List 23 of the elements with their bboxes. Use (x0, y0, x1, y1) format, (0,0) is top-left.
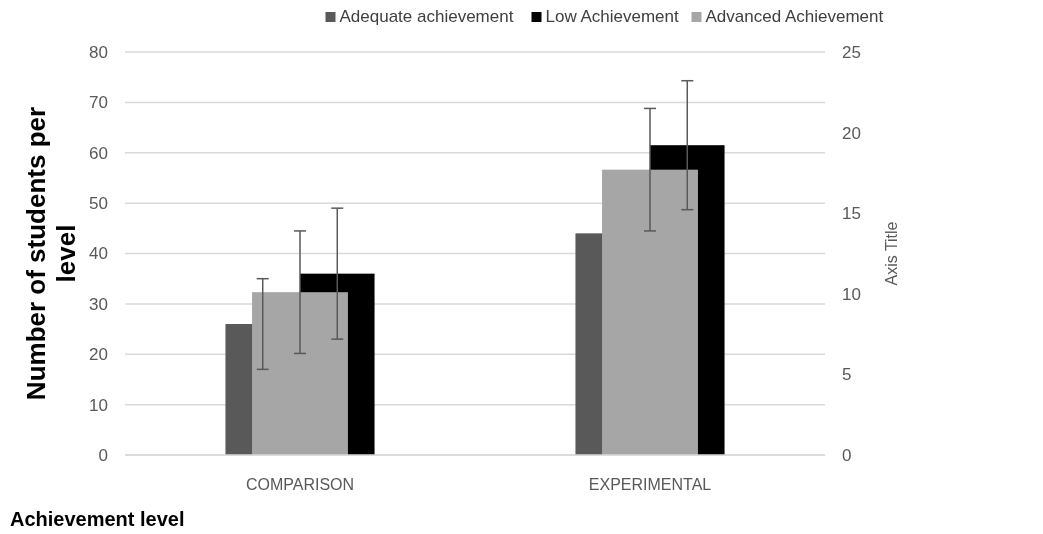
y2-tick-label: 20 (842, 123, 861, 143)
y2-tick-label: 0 (842, 445, 852, 465)
x-tick-label: EXPERIMENTAL (588, 476, 712, 493)
y2-tick-label: 15 (842, 204, 861, 224)
y-tick-label: 40 (89, 244, 108, 264)
y-tick-label: 30 (89, 294, 108, 314)
y-tick-label: 20 (89, 345, 108, 365)
x-axis-title: Achievement level (10, 508, 185, 530)
y-tick-label: 60 (89, 143, 108, 163)
y2-tick-label: 5 (842, 365, 852, 385)
y2-tick-label: 10 (842, 284, 861, 304)
y-tick-label: 80 (89, 42, 108, 62)
y2-axis-title: Axis Title (883, 221, 900, 286)
legend-label: Adequate achievement (339, 7, 514, 26)
y-tick-label: 0 (98, 445, 108, 465)
y-axis-title: Number of students per level (21, 106, 81, 401)
legend-label: Advanced Achievement (705, 7, 884, 26)
legend-label: Low Achievement (545, 7, 680, 26)
x-tick-label: COMPARISON (245, 476, 355, 493)
y-tick-label: 50 (89, 194, 108, 214)
y-tick-label: 10 (89, 395, 108, 415)
y-tick-label: 70 (89, 93, 108, 113)
y2-tick-label: 25 (842, 42, 861, 62)
